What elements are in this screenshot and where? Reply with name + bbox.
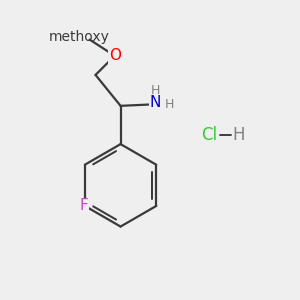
Text: H: H [151, 84, 160, 97]
Text: F: F [79, 198, 88, 213]
Text: H: H [232, 126, 244, 144]
Text: H: H [165, 98, 174, 111]
Text: N: N [150, 95, 161, 110]
Text: methoxy: methoxy [49, 30, 110, 44]
Text: O: O [109, 48, 121, 63]
Text: Cl: Cl [201, 126, 217, 144]
